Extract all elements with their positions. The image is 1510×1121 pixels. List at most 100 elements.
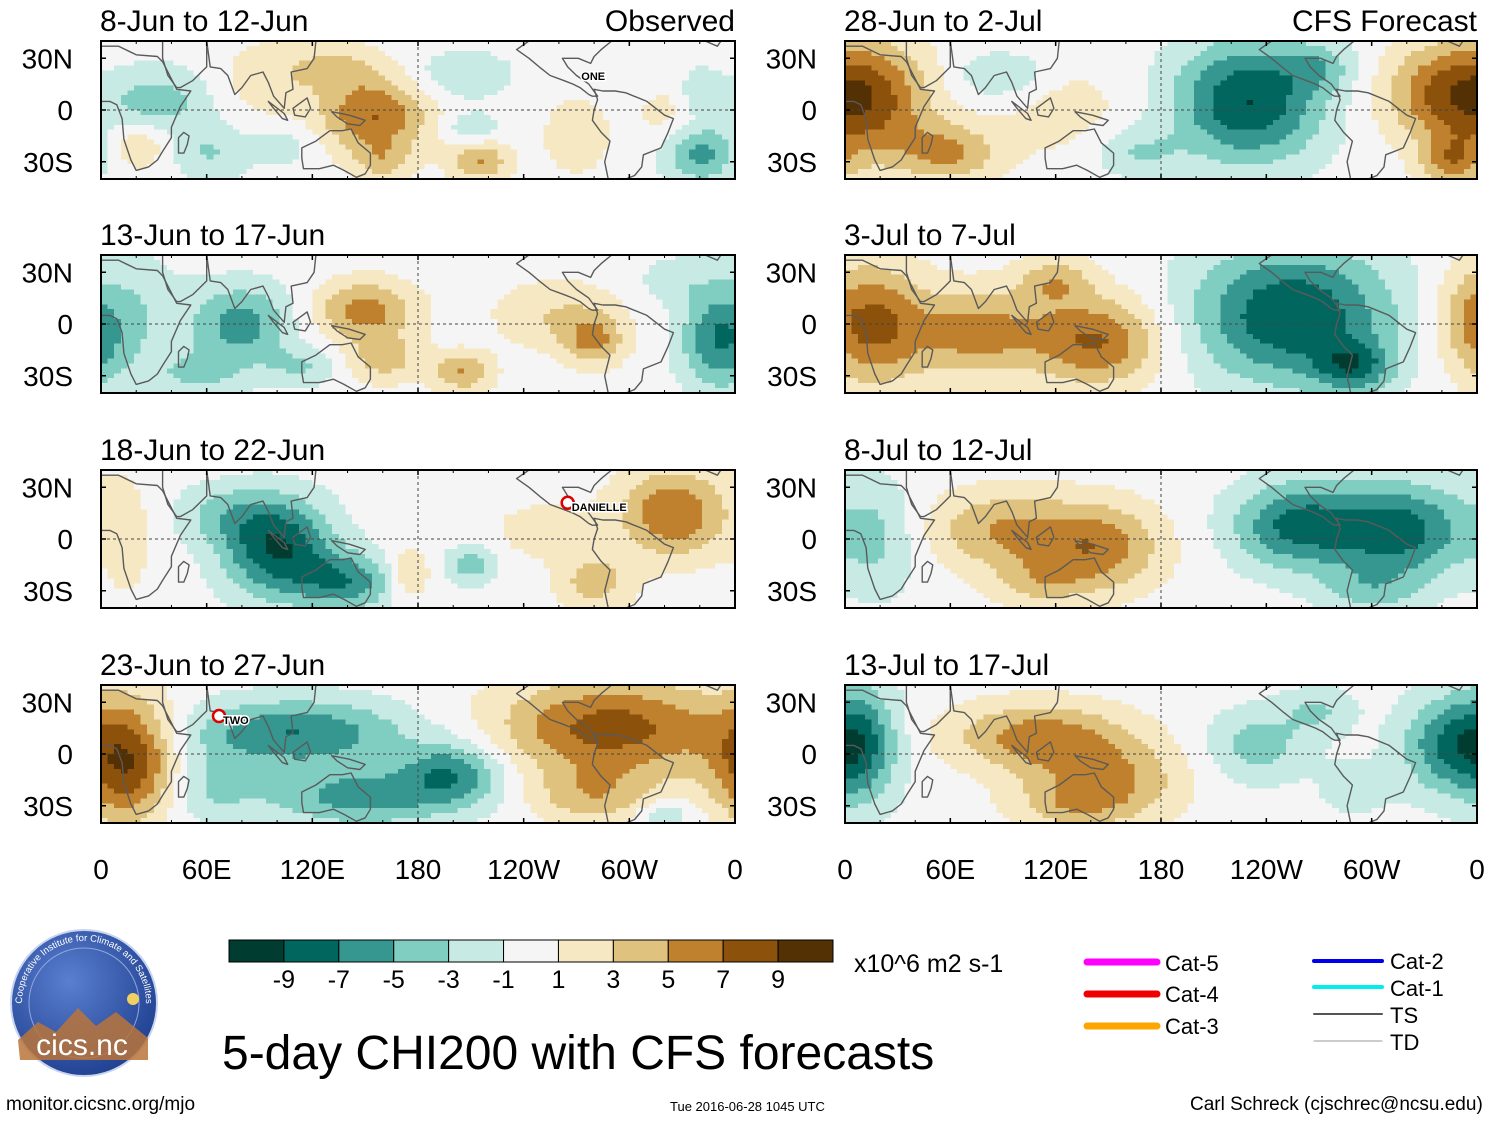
field-cell (701, 274, 710, 281)
field-cell (655, 264, 663, 271)
field-cell (114, 114, 122, 121)
field-cell (444, 95, 452, 101)
field-cell (305, 164, 313, 170)
field-cell (120, 363, 129, 369)
field-cell (503, 95, 512, 101)
field-cell (101, 124, 109, 131)
field-cell (464, 299, 472, 305)
field-cell (569, 144, 578, 151)
field-cell (437, 358, 446, 365)
field-cell (649, 284, 657, 291)
field-cell (464, 70, 472, 77)
field-cell (391, 284, 399, 291)
field-cell (378, 169, 386, 175)
field-cell (576, 284, 584, 291)
field-cell (662, 259, 670, 266)
field-cell (338, 41, 346, 47)
field-cell (371, 119, 379, 126)
field-cell (715, 259, 723, 266)
field-cell (101, 299, 109, 305)
field-cell (233, 144, 241, 151)
field-cell (226, 95, 234, 101)
field-cell (147, 50, 155, 57)
field-cell (484, 264, 492, 271)
field-cell (272, 314, 280, 320)
field-cell (252, 129, 261, 136)
field-cell (569, 309, 578, 315)
field-cell (609, 149, 617, 155)
field-cell (649, 328, 657, 335)
field-cell (649, 358, 657, 365)
field-cell (602, 85, 611, 91)
field-cell (424, 129, 432, 136)
field-cell (246, 110, 254, 116)
field-cell (186, 65, 195, 72)
field-cell (140, 154, 148, 160)
field-cell (490, 124, 498, 131)
field-cell (384, 333, 393, 340)
field-cell (655, 314, 663, 320)
field-cell (305, 85, 313, 91)
field-cell (517, 314, 525, 320)
field-cell (470, 174, 479, 179)
field-cell (523, 314, 531, 320)
field-cell (266, 55, 274, 62)
field-cell (219, 139, 228, 146)
field-cell (318, 328, 327, 335)
field-cell (622, 328, 630, 335)
field-cell (642, 309, 650, 315)
field-cell (543, 149, 551, 155)
field-cell (457, 299, 465, 305)
field-cell (682, 284, 690, 291)
field-cell (721, 353, 729, 360)
field-cell (701, 299, 710, 305)
field-cell (583, 358, 591, 365)
field-cell (576, 255, 584, 261)
field-cell (563, 154, 571, 160)
field-cell (662, 45, 670, 52)
field-cell (523, 144, 531, 151)
field-cell (530, 343, 538, 350)
field-cell (186, 105, 195, 111)
field-cell (530, 80, 538, 86)
field-cell (451, 328, 459, 335)
field-cell (180, 134, 188, 141)
field-cell (259, 358, 267, 365)
field-cell (530, 328, 538, 335)
field-cell (160, 90, 168, 96)
field-cell (285, 90, 294, 96)
field-cell (252, 105, 261, 111)
field-cell (649, 274, 657, 281)
field-cell (477, 55, 485, 62)
field-cell (140, 319, 148, 325)
field-cell (345, 50, 353, 57)
field-cell (708, 164, 716, 170)
field-cell (695, 149, 703, 155)
field-cell (602, 124, 611, 131)
field-cell (642, 358, 650, 365)
field-cell (550, 114, 558, 121)
field-cell (470, 129, 479, 136)
field-cell (226, 363, 234, 369)
field-cell (272, 144, 280, 151)
field-cell (662, 114, 670, 121)
field-cell (715, 85, 723, 91)
field-cell (629, 319, 637, 325)
field-cell (371, 328, 379, 335)
field-cell (715, 304, 723, 310)
field-cell (167, 274, 175, 281)
field-cell (345, 338, 353, 345)
field-cell (332, 105, 340, 111)
field-cell (147, 304, 155, 310)
field-cell (490, 41, 498, 47)
field-cell (259, 309, 267, 315)
field-cell (576, 50, 584, 57)
field-cell (583, 255, 591, 261)
field-cell (583, 363, 591, 369)
field-cell (411, 75, 419, 82)
field-cell (398, 129, 406, 136)
field-cell (642, 279, 650, 286)
field-cell (530, 284, 538, 291)
field-cell (457, 294, 465, 300)
field-cell (523, 124, 531, 131)
